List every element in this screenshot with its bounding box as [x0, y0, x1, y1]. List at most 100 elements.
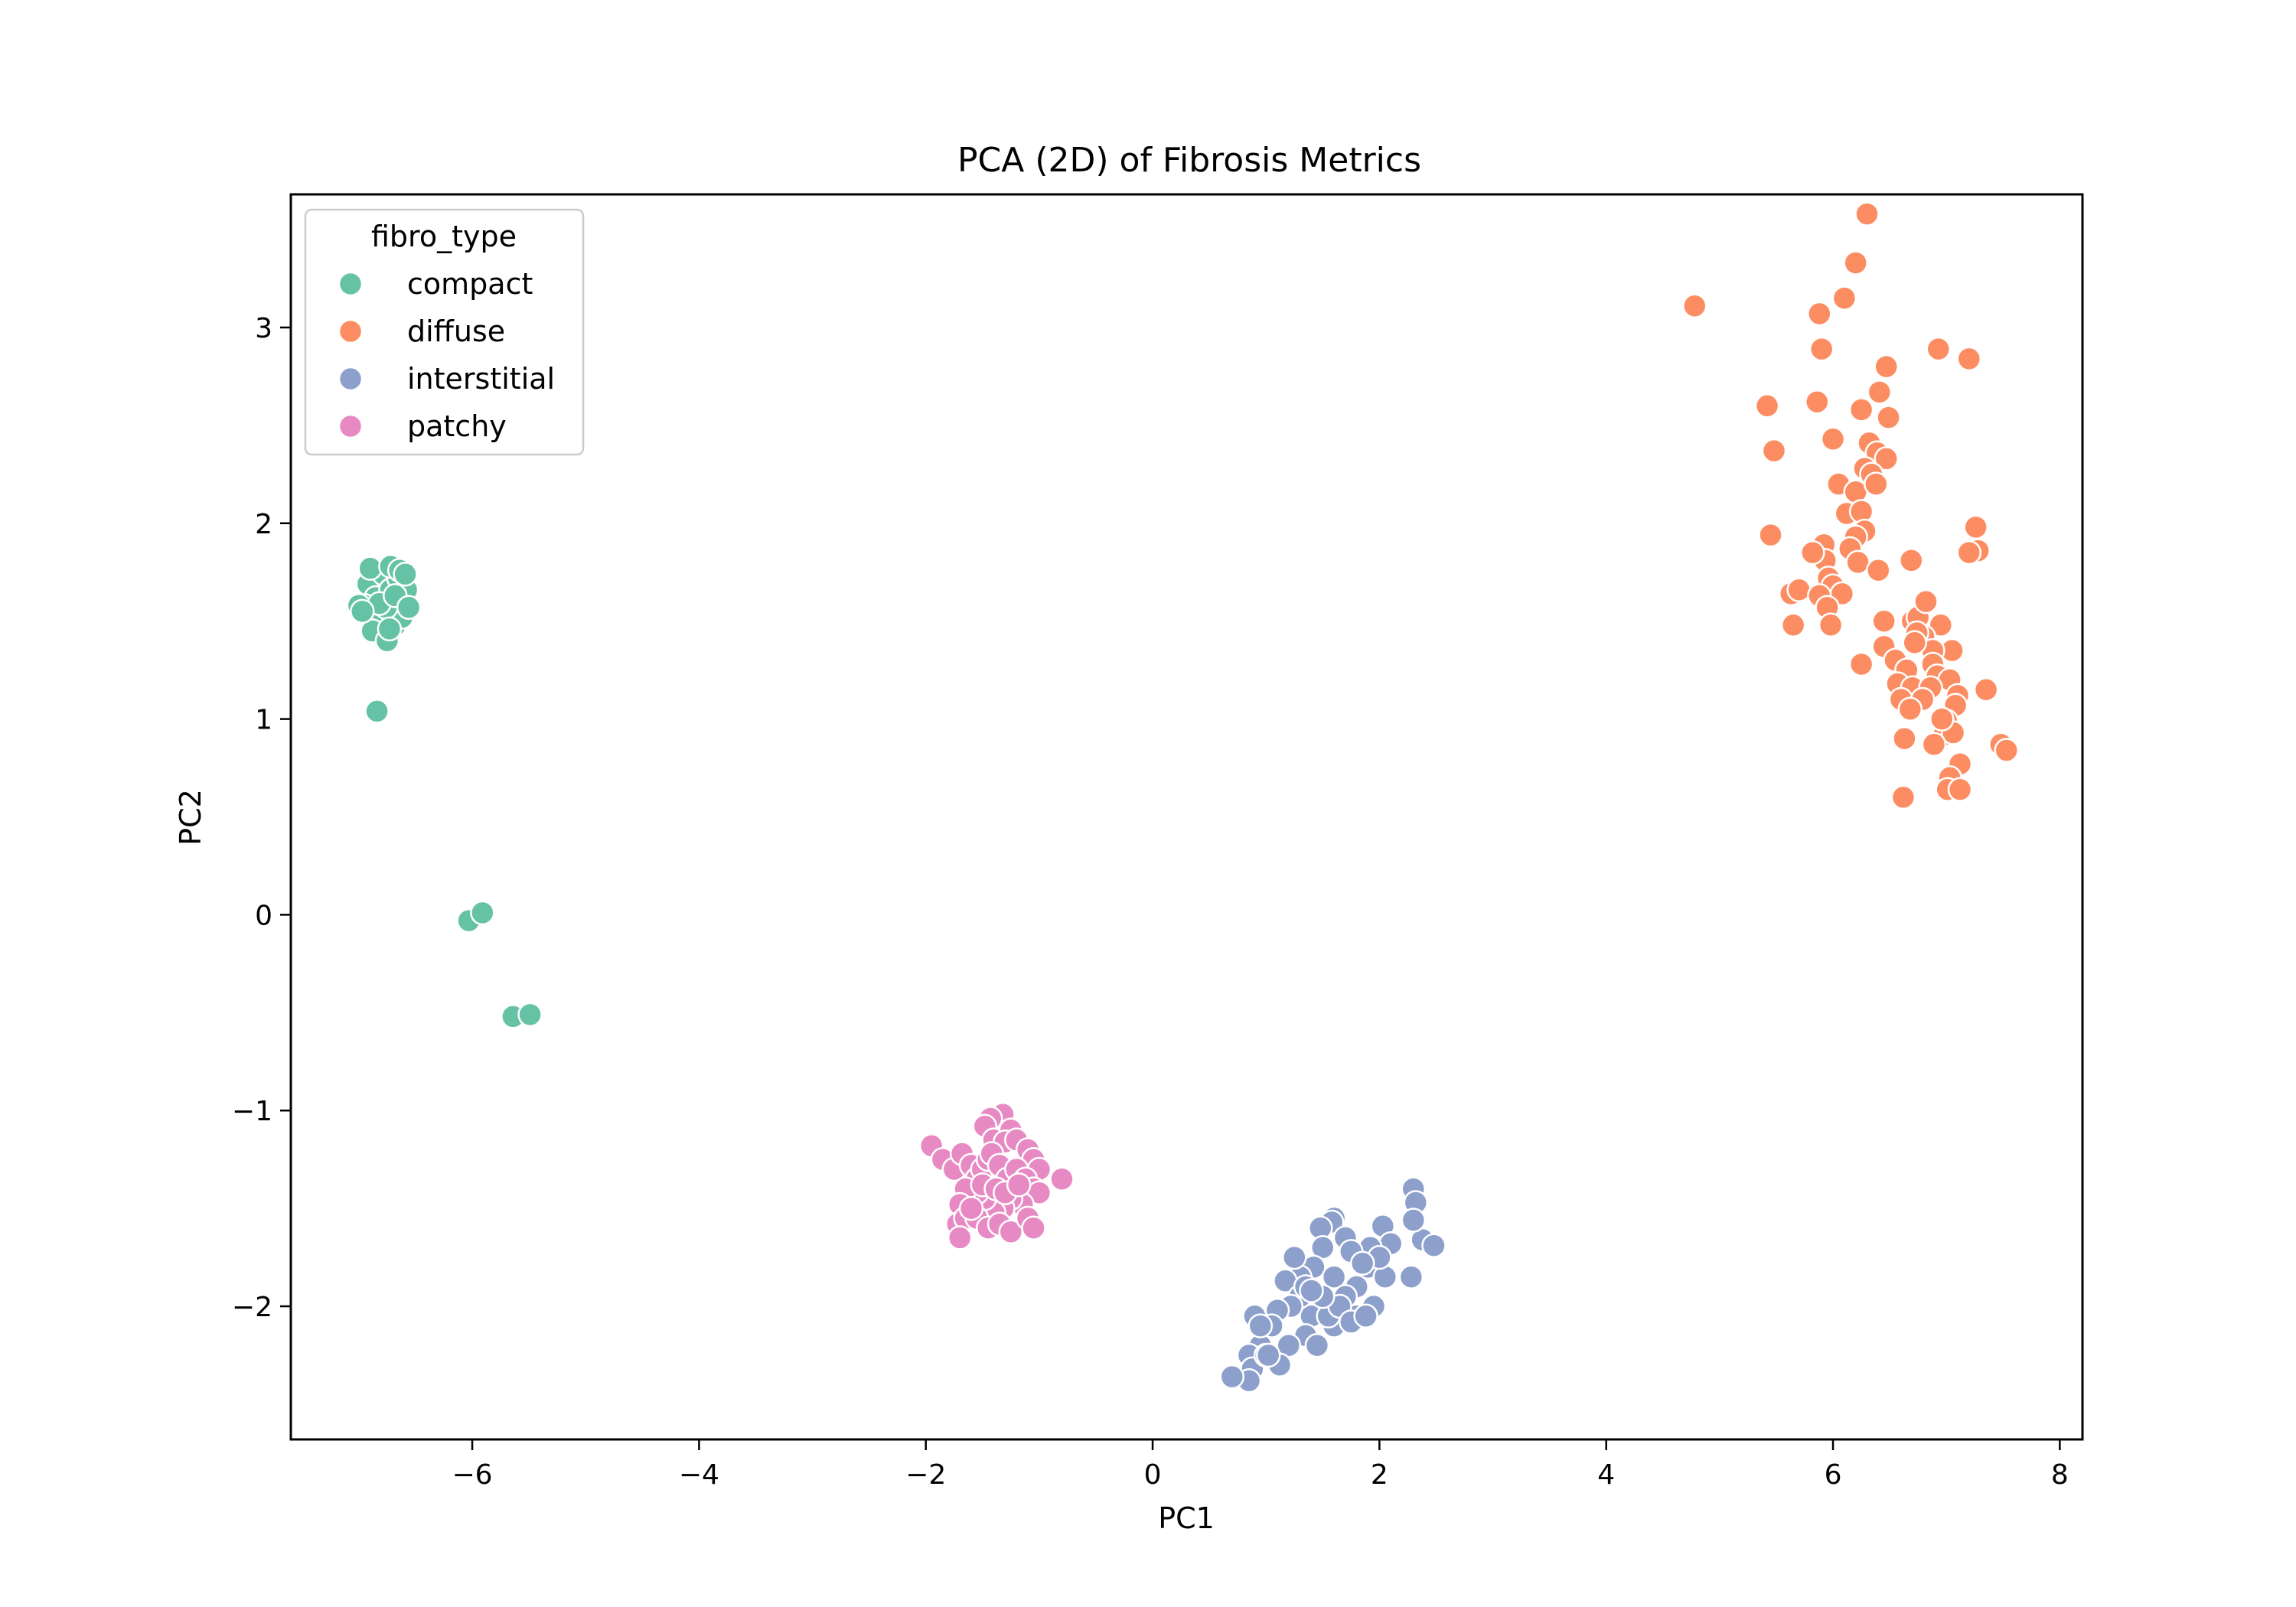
x-tick-label: 6	[1825, 1459, 1842, 1491]
point-interstitial-53	[1299, 1278, 1324, 1303]
series-compact	[346, 553, 543, 1029]
point-diffuse-77	[1921, 732, 1947, 758]
point-diffuse-15	[1820, 426, 1846, 452]
point-compact-21	[377, 616, 403, 642]
legend-marker-compact	[338, 271, 364, 297]
point-diffuse-10	[1754, 393, 1780, 419]
x-tick-label: −4	[679, 1459, 719, 1491]
point-interstitial-41	[1219, 1364, 1245, 1390]
point-interstitial-31	[1304, 1332, 1330, 1358]
point-interstitial-46	[1349, 1250, 1375, 1276]
y-tick-label: 2	[255, 509, 272, 540]
y-axis-label: PC2	[174, 789, 207, 846]
point-diffuse-85	[1929, 706, 1955, 732]
point-diffuse-14	[1761, 438, 1787, 464]
point-diffuse-43	[1866, 557, 1891, 583]
points-layer	[346, 201, 2019, 1393]
point-compact-20	[350, 598, 375, 624]
y-axis: −2 −1 0 1 2 3	[232, 313, 291, 1323]
point-diffuse-46	[1818, 612, 1844, 638]
x-tick-label: −2	[905, 1459, 946, 1491]
point-diffuse-36	[1956, 539, 1982, 566]
series-patchy	[918, 1102, 1075, 1250]
point-interstitial-4	[1401, 1208, 1427, 1233]
y-tick-label: −1	[232, 1096, 272, 1127]
legend-label-compact: compact	[407, 267, 533, 301]
point-diffuse-84	[1890, 784, 1916, 810]
point-patchy-43	[958, 1195, 984, 1221]
point-compact-29	[517, 1002, 543, 1028]
point-diffuse-0	[1682, 293, 1707, 319]
point-diffuse-71	[1897, 696, 1923, 722]
point-diffuse-79	[1994, 738, 2019, 763]
point-diffuse-83	[1947, 777, 1973, 802]
point-diffuse-52	[1928, 612, 1954, 638]
x-tick-label: 8	[2051, 1459, 2069, 1491]
point-compact-23	[393, 562, 418, 587]
point-diffuse-39	[1800, 539, 1825, 566]
point-interstitial-3	[1421, 1233, 1446, 1258]
point-diffuse-76	[1892, 725, 1917, 751]
point-patchy-47	[1006, 1172, 1032, 1198]
point-diffuse-2	[1843, 250, 1868, 275]
point-diffuse-13	[1876, 405, 1901, 430]
series-interstitial	[1219, 1176, 1446, 1393]
chart-title: PCA (2D) of Fibrosis Metrics	[957, 141, 1421, 180]
point-diffuse-9	[1867, 380, 1893, 405]
point-diffuse-11	[1805, 389, 1830, 415]
legend-items: compact diffuse interstitial patchy	[338, 267, 555, 443]
point-compact-15	[357, 556, 383, 581]
point-diffuse-7	[1808, 336, 1835, 362]
legend-marker-interstitial	[338, 366, 364, 392]
x-tick-label: 4	[1597, 1459, 1615, 1491]
point-interstitial-21	[1321, 1264, 1347, 1289]
point-diffuse-28	[1758, 522, 1783, 548]
point-patchy-41	[1021, 1215, 1046, 1240]
legend-box	[304, 208, 585, 456]
legend-label-diffuse: diffuse	[407, 315, 505, 348]
y-tick-label: 3	[255, 313, 272, 344]
point-patchy-10	[1049, 1166, 1075, 1192]
legend: fibro_type compact diffuse interstitial pat…	[304, 208, 585, 456]
point-diffuse-34	[1963, 514, 1988, 540]
y-tick-label: 1	[255, 705, 272, 736]
x-tick-label: 0	[1144, 1459, 1162, 1491]
point-diffuse-23	[1864, 471, 1889, 497]
point-compact-25	[364, 699, 390, 724]
point-diffuse-60	[1848, 651, 1874, 677]
legend-label-interstitial: interstitial	[407, 362, 555, 396]
point-diffuse-51	[1913, 588, 1939, 614]
point-diffuse-48	[1871, 608, 1896, 634]
point-compact-27	[470, 900, 495, 926]
point-patchy-42	[947, 1225, 973, 1250]
point-diffuse-47	[1780, 612, 1806, 638]
point-interstitial-52	[1353, 1303, 1378, 1329]
point-interstitial-50	[1255, 1342, 1281, 1368]
x-tick-label: 2	[1371, 1459, 1388, 1491]
point-diffuse-6	[1956, 346, 1982, 372]
legend-marker-patchy	[338, 413, 364, 439]
point-diffuse-38	[1786, 577, 1812, 603]
x-tick-label: −6	[452, 1459, 493, 1491]
point-interstitial-49	[1247, 1313, 1274, 1338]
point-diffuse-5	[1926, 336, 1952, 362]
plot-frame	[289, 193, 2084, 1441]
point-interstitial-44	[1398, 1264, 1424, 1289]
x-axis: −6 −4 −2 0 2 4 6 8	[452, 1439, 2069, 1491]
legend-marker-diffuse	[338, 318, 364, 344]
y-tick-label: −2	[232, 1292, 272, 1323]
point-diffuse-18	[1874, 446, 1899, 471]
point-interstitial-19	[1282, 1244, 1307, 1270]
point-diffuse-1	[1854, 201, 1880, 227]
point-diffuse-33	[1899, 548, 1924, 573]
point-diffuse-8	[1874, 354, 1899, 380]
point-diffuse-72	[1973, 676, 1999, 702]
point-diffuse-86	[1902, 630, 1927, 656]
x-axis-label: PC1	[1158, 1501, 1215, 1535]
point-diffuse-12	[1848, 397, 1874, 422]
y-tick-label: 0	[255, 900, 272, 931]
legend-title: fibro_type	[371, 220, 517, 253]
legend-label-patchy: patchy	[407, 409, 507, 443]
point-diffuse-3	[1831, 285, 1857, 311]
